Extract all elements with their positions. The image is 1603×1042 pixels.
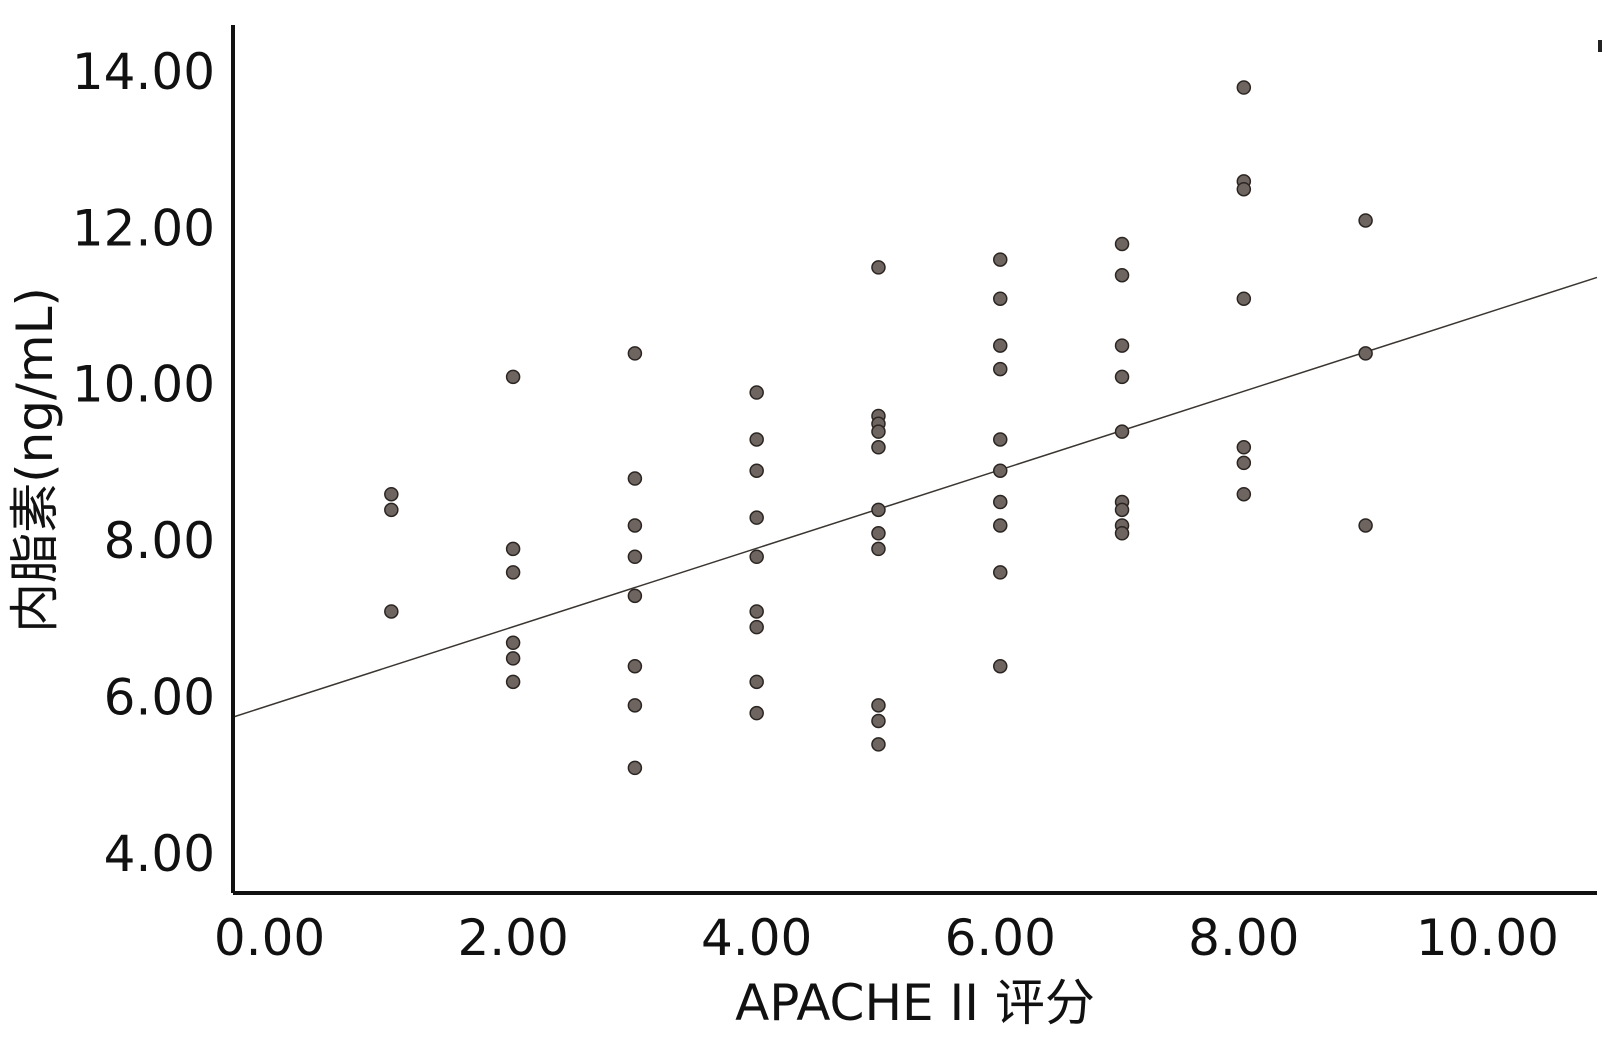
data-point (505, 635, 521, 651)
x-tick-label: 8.00 (1188, 909, 1299, 967)
data-point (505, 369, 521, 385)
y-tick-label: 12.00 (72, 199, 215, 257)
data-point (871, 502, 886, 518)
y-tick-label: 6.00 (104, 669, 215, 727)
x-tick-label: 4.00 (701, 909, 812, 967)
data-point (993, 361, 1008, 377)
data-point (749, 432, 764, 447)
data-point (384, 604, 399, 619)
data-point (993, 291, 1008, 306)
data-point (627, 588, 643, 604)
data-point (505, 565, 521, 580)
data-point (1358, 518, 1373, 533)
y-axis-title: 内脂素(ng/mL) (6, 287, 64, 633)
x-tick-labels: 0.00 2.00 4.00 6.00 8.00 10.00 (214, 909, 1559, 967)
data-point (749, 385, 764, 400)
data-point (871, 526, 886, 541)
data-point (627, 471, 643, 486)
data-point (871, 698, 886, 713)
data-point (384, 486, 399, 502)
data-point (1114, 369, 1130, 385)
data-point (871, 541, 886, 557)
data-point (749, 510, 764, 525)
data-point (749, 549, 764, 564)
data-point (1236, 486, 1252, 502)
y-tick-label: 10.00 (72, 356, 215, 414)
data-point (993, 338, 1008, 353)
data-point (871, 440, 886, 455)
data-point (993, 494, 1008, 510)
corner-mark (1598, 40, 1602, 52)
y-tick-label: 4.00 (104, 825, 215, 883)
data-point (1358, 213, 1373, 228)
data-point (1114, 338, 1130, 353)
axes-layer (231, 25, 1597, 895)
data-point (627, 698, 643, 713)
data-point (749, 619, 764, 635)
data-point (1236, 80, 1252, 95)
x-axis-title: APACHE II 评分 (735, 974, 1095, 1032)
data-point (993, 432, 1008, 447)
data-point (505, 541, 521, 557)
data-point (1114, 267, 1130, 283)
data-point (627, 760, 643, 776)
data-point (749, 674, 764, 690)
x-tick-label: 2.00 (457, 909, 568, 967)
x-tick-label: 10.00 (1416, 909, 1559, 967)
data-point (1236, 291, 1252, 306)
data-point (749, 463, 764, 478)
data-point (505, 674, 521, 690)
data-point (1114, 424, 1130, 439)
fit-line-layer (232, 276, 1598, 718)
x-tick-label: 6.00 (945, 909, 1056, 967)
data-point (1358, 346, 1373, 361)
data-point (993, 565, 1008, 580)
data-point (627, 549, 643, 564)
data-point (871, 737, 886, 752)
data-point (1236, 455, 1252, 471)
data-point (871, 260, 886, 275)
data-point (627, 518, 643, 533)
data-point (871, 424, 886, 439)
data-point (871, 713, 886, 729)
data-point (993, 518, 1008, 533)
data-point (627, 346, 643, 361)
data-point (1236, 181, 1252, 197)
points-layer (384, 80, 1373, 776)
x-tick-label: 0.00 (214, 909, 325, 967)
y-tick-label: 8.00 (104, 512, 215, 570)
y-tick-labels: 4.00 6.00 8.00 10.00 12.00 14.00 (72, 43, 215, 883)
data-point (993, 463, 1008, 478)
y-tick-label: 14.00 (72, 43, 215, 101)
data-point (1236, 440, 1252, 455)
data-point (1114, 502, 1130, 518)
data-point (749, 705, 764, 721)
data-point (1114, 236, 1130, 252)
data-point (749, 604, 764, 619)
fit-line (232, 276, 1598, 718)
data-point (993, 252, 1008, 267)
data-point (1114, 526, 1130, 541)
data-point (505, 651, 521, 666)
data-point (627, 658, 643, 674)
data-point (384, 502, 399, 518)
data-point (993, 658, 1008, 674)
